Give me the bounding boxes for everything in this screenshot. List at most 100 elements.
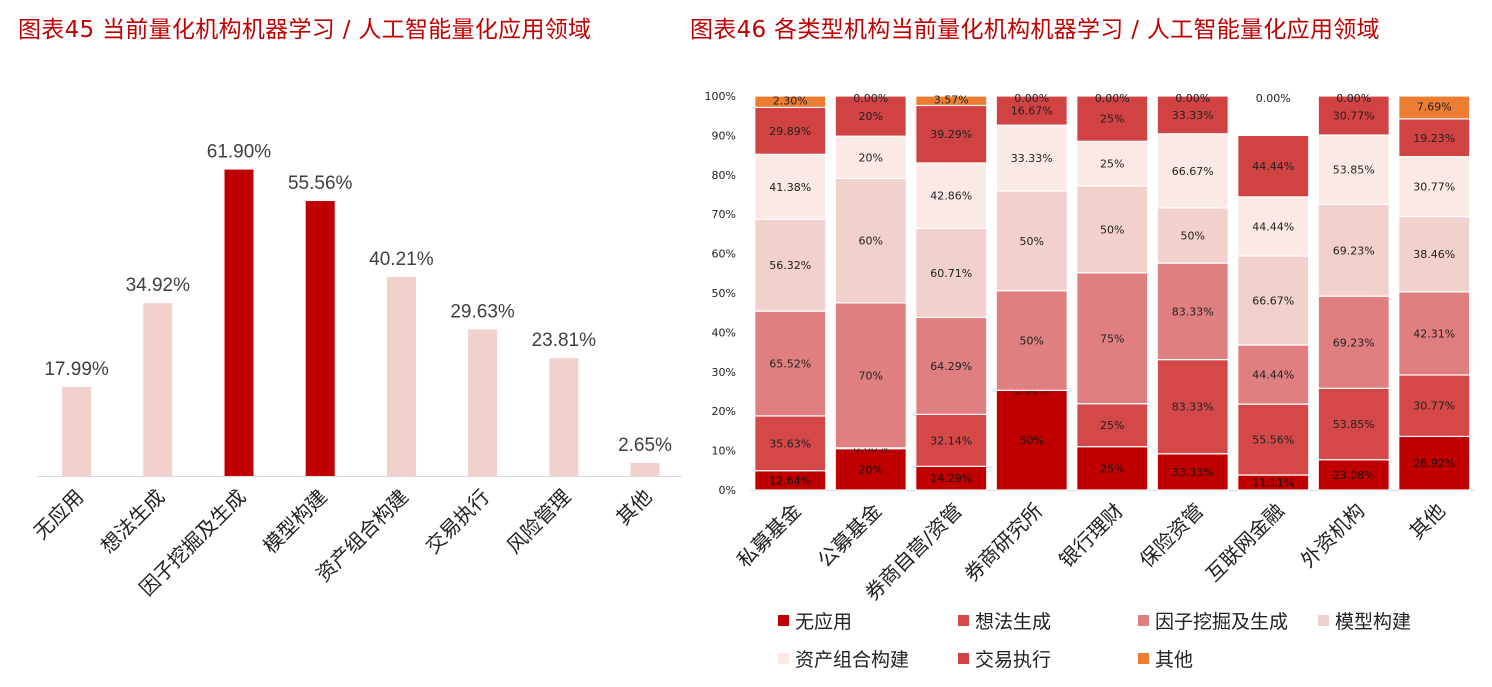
segment-label-2-0: 14.29% xyxy=(930,472,972,485)
bar-2 xyxy=(224,169,254,476)
bar-0 xyxy=(62,386,92,476)
bar-value-label-1: 34.92% xyxy=(126,275,191,296)
legend-label-1: 想法生成 xyxy=(975,610,1052,633)
bar-value-label-2: 61.90% xyxy=(207,142,272,163)
segment-label-4-2: 75% xyxy=(1100,332,1124,345)
segment-label-2-2: 64.29% xyxy=(930,360,972,373)
segment-0-6 xyxy=(754,95,827,109)
segment-0-4 xyxy=(754,153,827,220)
segment-label-2-1: 32.14% xyxy=(930,434,972,447)
legend-item-2: 因子挖掘及生成 xyxy=(1138,603,1288,637)
segment-label-6-2: 44.44% xyxy=(1252,369,1294,382)
segment-label-3-0: 50% xyxy=(1020,434,1044,447)
segment-label-7-0: 23.08% xyxy=(1333,469,1375,482)
legend-label-4: 资产组合构建 xyxy=(795,648,910,671)
segment-label-0-1: 35.63% xyxy=(769,437,811,450)
segment-8-6 xyxy=(1398,95,1471,120)
segment-label-6-3: 66.67% xyxy=(1252,294,1294,307)
segment-label-3-5: 16.67% xyxy=(1011,105,1053,118)
segment-label-3-6: 0.00% xyxy=(1014,92,1049,105)
legend-item-0: 无应用 xyxy=(778,603,852,637)
segment-2-2 xyxy=(915,316,988,415)
y-tick-label-3: 30% xyxy=(712,366,736,379)
segment-label-8-4: 30.77% xyxy=(1413,181,1455,194)
legend-swatch-4 xyxy=(778,652,789,664)
segment-label-1-4: 20% xyxy=(859,151,883,164)
segment-label-8-2: 42.31% xyxy=(1413,327,1455,340)
bar-chart-application-fields: 17.99%无应用34.92%想法生成61.90%因子挖掘及生成55.56%模型… xyxy=(29,142,682,601)
segment-4-2 xyxy=(1076,272,1149,405)
segment-label-6-1: 55.56% xyxy=(1252,434,1294,447)
segment-1-5 xyxy=(834,95,907,137)
x-tick-label-right-5: 保险资管 xyxy=(1135,499,1209,573)
segment-label-8-3: 38.46% xyxy=(1413,248,1455,261)
chart-legend: 无应用 想法生成 因子挖掘及生成 模型构建资产组合构建 交易执行 其他 xyxy=(778,603,1478,683)
segment-label-1-0: 20% xyxy=(859,463,883,476)
segment-label-4-0: 25% xyxy=(1100,462,1124,475)
segment-label-6-0: 11.11% xyxy=(1252,477,1294,490)
segment-label-5-2: 83.33% xyxy=(1172,305,1214,318)
bar-value-label-3: 55.56% xyxy=(288,173,353,194)
legend-swatch-3 xyxy=(1318,614,1329,626)
segment-4-0 xyxy=(1076,446,1149,491)
segment-label-7-3: 69.23% xyxy=(1333,244,1375,257)
bar-value-label-0: 17.99% xyxy=(44,359,109,380)
legend-swatch-1 xyxy=(958,614,969,626)
segment-label-7-6: 0.00% xyxy=(1336,92,1371,105)
segment-label-2-3: 60.71% xyxy=(930,267,972,280)
x-tick-label-right-1: 公募基金 xyxy=(813,499,887,573)
y-tick-label-1: 10% xyxy=(712,445,736,458)
bar-7 xyxy=(630,462,660,476)
segment-label-0-0: 12.64% xyxy=(769,474,811,487)
segment-7-5 xyxy=(1317,95,1390,136)
segment-label-4-1: 25% xyxy=(1100,419,1124,432)
x-tick-label-right-7: 外资机构 xyxy=(1296,499,1370,573)
segment-0-2 xyxy=(754,310,827,417)
segment-2-3 xyxy=(915,227,988,319)
segment-label-4-3: 50% xyxy=(1100,223,1124,236)
segment-8-1 xyxy=(1398,374,1471,438)
segment-6-5 xyxy=(1237,134,1310,198)
segment-label-5-4: 66.67% xyxy=(1172,165,1214,178)
segment-5-2 xyxy=(1156,262,1229,361)
x-tick-label-right-0: 私募基金 xyxy=(732,499,806,573)
bar-3 xyxy=(305,200,335,476)
x-tick-label-right-4: 银行理财 xyxy=(1054,499,1128,573)
segment-8-5 xyxy=(1398,118,1471,158)
segment-label-4-6: 0.00% xyxy=(1095,92,1130,105)
segment-6-4 xyxy=(1237,196,1310,257)
segment-label-5-0: 33.33% xyxy=(1172,466,1214,479)
legend-item-3: 模型构建 xyxy=(1318,603,1411,637)
segment-5-4 xyxy=(1156,133,1229,209)
segment-label-6-6: 0.00% xyxy=(1256,92,1291,105)
segment-0-1 xyxy=(754,415,827,472)
segment-label-4-5: 25% xyxy=(1100,113,1124,126)
segment-label-0-4: 41.38% xyxy=(769,181,811,194)
legend-label-5: 交易执行 xyxy=(975,648,1052,671)
x-tick-label-right-6: 互联网金融 xyxy=(1201,499,1289,587)
segment-7-2 xyxy=(1317,295,1390,389)
segment-1-3 xyxy=(834,177,907,304)
segment-label-1-6: 0.00% xyxy=(853,92,888,105)
segment-label-2-4: 42.86% xyxy=(930,190,972,203)
legend-label-0: 无应用 xyxy=(795,610,853,633)
segment-label-8-6: 7.69% xyxy=(1417,100,1452,113)
legend-label-3: 模型构建 xyxy=(1335,610,1412,633)
bar-4 xyxy=(386,276,416,476)
segment-label-8-0: 26.92% xyxy=(1413,457,1455,470)
segment-2-1 xyxy=(915,413,988,467)
legend-item-6: 其他 xyxy=(1138,641,1193,675)
segment-label-0-3: 56.32% xyxy=(769,259,811,272)
legend-swatch-5 xyxy=(958,652,969,664)
bar-value-label-5: 29.63% xyxy=(450,301,515,322)
legend-label-2: 因子挖掘及生成 xyxy=(1155,610,1289,633)
segment-label-1-3: 60% xyxy=(859,235,883,248)
segment-label-7-2: 69.23% xyxy=(1333,336,1375,349)
segment-3-3 xyxy=(995,190,1068,292)
segment-8-2 xyxy=(1398,291,1471,376)
segment-2-6 xyxy=(915,95,988,107)
bar-value-label-7: 2.65% xyxy=(618,435,672,456)
segment-label-0-6: 2.30% xyxy=(773,95,808,108)
x-tick-label-right-3: 券商研究所 xyxy=(960,499,1048,587)
segment-label-5-3: 50% xyxy=(1181,229,1205,242)
